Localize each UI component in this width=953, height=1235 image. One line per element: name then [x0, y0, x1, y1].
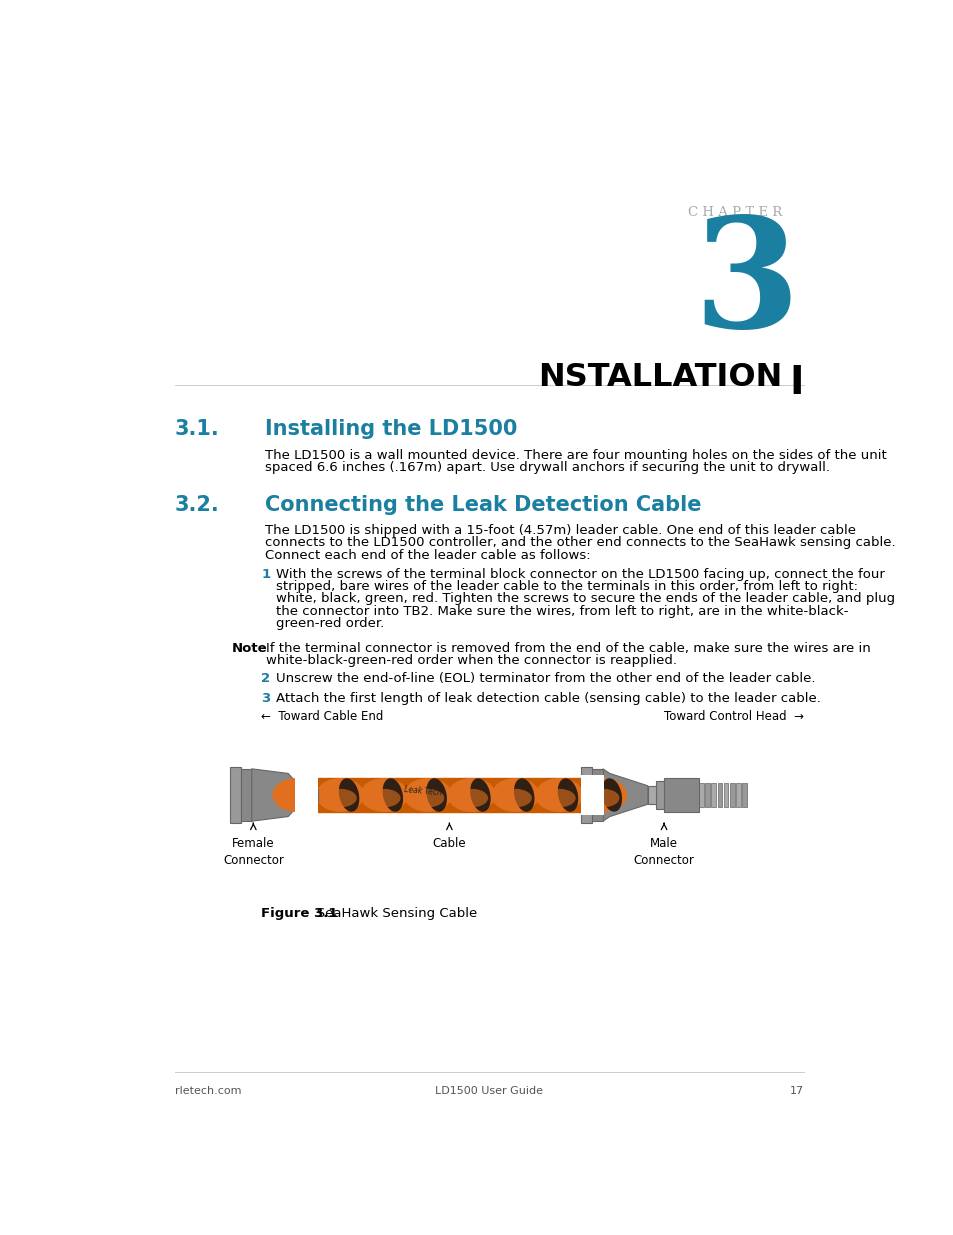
- Text: 3.1.: 3.1.: [174, 419, 219, 440]
- Ellipse shape: [426, 778, 446, 811]
- Text: If the terminal connector is removed from the end of the cable, make sure the wi: If the terminal connector is removed fro…: [266, 642, 870, 655]
- FancyBboxPatch shape: [729, 783, 734, 808]
- Ellipse shape: [338, 778, 359, 811]
- FancyBboxPatch shape: [294, 782, 304, 809]
- Text: Toward Control Head  →: Toward Control Head →: [663, 710, 803, 724]
- Ellipse shape: [382, 778, 403, 811]
- FancyBboxPatch shape: [580, 767, 592, 823]
- FancyBboxPatch shape: [230, 767, 241, 823]
- Ellipse shape: [498, 789, 532, 808]
- Text: LD1500 User Guide: LD1500 User Guide: [435, 1086, 542, 1095]
- Text: Connect each end of the leader cable as follows:: Connect each end of the leader cable as …: [265, 548, 590, 562]
- Ellipse shape: [601, 778, 621, 811]
- FancyBboxPatch shape: [663, 778, 699, 811]
- Text: Cable: Cable: [432, 837, 466, 851]
- FancyBboxPatch shape: [241, 769, 252, 821]
- Ellipse shape: [491, 778, 539, 811]
- Text: I: I: [789, 364, 803, 401]
- Text: Figure 3.1: Figure 3.1: [261, 906, 337, 920]
- Ellipse shape: [411, 789, 444, 808]
- Ellipse shape: [535, 778, 582, 811]
- Text: Attach the first length of leak detection cable (sensing cable) to the leader ca: Attach the first length of leak detectio…: [275, 692, 820, 705]
- FancyBboxPatch shape: [723, 783, 728, 808]
- Ellipse shape: [447, 778, 496, 811]
- Text: Note: Note: [232, 642, 267, 655]
- Text: white-black-green-red order when the connector is reapplied.: white-black-green-red order when the con…: [266, 655, 677, 667]
- Text: 2: 2: [261, 672, 270, 684]
- FancyBboxPatch shape: [647, 785, 655, 804]
- Text: 3.2.: 3.2.: [174, 495, 219, 515]
- FancyBboxPatch shape: [304, 785, 312, 804]
- FancyBboxPatch shape: [294, 776, 318, 815]
- Text: ←  Toward Cable End: ← Toward Cable End: [261, 710, 383, 724]
- Text: With the screws of the terminal block connector on the LD1500 facing up, connect: With the screws of the terminal block co…: [275, 568, 883, 580]
- Ellipse shape: [514, 778, 534, 811]
- Text: Connecting the Leak Detection Cable: Connecting the Leak Detection Cable: [265, 495, 700, 515]
- Text: Female
Connector: Female Connector: [223, 837, 283, 867]
- Text: rletech.com: rletech.com: [174, 1086, 241, 1095]
- Ellipse shape: [294, 778, 315, 811]
- Text: connects to the LD1500 controller, and the other end connects to the SeaHawk sen: connects to the LD1500 controller, and t…: [265, 536, 895, 550]
- Text: green-red order.: green-red order.: [275, 618, 384, 630]
- Text: The LD1500 is shipped with a 15-foot (4.57m) leader cable. One end of this leade: The LD1500 is shipped with a 15-foot (4.…: [265, 524, 855, 537]
- Text: white, black, green, red. Tighten the screws to secure the ends of the leader ca: white, black, green, red. Tighten the sc…: [275, 593, 894, 605]
- Ellipse shape: [578, 778, 626, 811]
- Polygon shape: [602, 769, 647, 821]
- Text: spaced 6.6 inches (.167m) apart. Use drywall anchors if securing the unit to dry: spaced 6.6 inches (.167m) apart. Use dry…: [265, 461, 829, 474]
- Text: 1: 1: [261, 568, 270, 580]
- Text: C H A P T E R: C H A P T E R: [687, 206, 781, 219]
- Text: 17: 17: [789, 1086, 803, 1095]
- FancyBboxPatch shape: [741, 783, 746, 808]
- Ellipse shape: [558, 778, 578, 811]
- FancyBboxPatch shape: [655, 782, 663, 809]
- FancyBboxPatch shape: [592, 769, 602, 821]
- Text: The LD1500 is a wall mounted device. There are four mounting holes on the sides : The LD1500 is a wall mounted device. The…: [265, 448, 885, 462]
- Ellipse shape: [403, 778, 452, 811]
- Text: 3: 3: [261, 692, 270, 705]
- Text: Unscrew the end-of-line (EOL) terminator from the other end of the leader cable.: Unscrew the end-of-line (EOL) terminator…: [275, 672, 815, 684]
- Ellipse shape: [586, 789, 618, 808]
- FancyBboxPatch shape: [711, 783, 716, 808]
- Ellipse shape: [470, 778, 490, 811]
- Text: NSTALLATION: NSTALLATION: [537, 362, 781, 393]
- Text: the connector into TB2. Make sure the wires, from left to right, are in the whit: the connector into TB2. Make sure the wi…: [275, 605, 847, 618]
- Text: Male
Connector: Male Connector: [633, 837, 694, 867]
- FancyBboxPatch shape: [699, 783, 703, 808]
- Ellipse shape: [455, 789, 488, 808]
- Ellipse shape: [273, 778, 320, 811]
- Text: Installing the LD1500: Installing the LD1500: [265, 419, 517, 440]
- FancyBboxPatch shape: [736, 783, 740, 808]
- Ellipse shape: [359, 778, 408, 811]
- Ellipse shape: [324, 789, 356, 808]
- FancyBboxPatch shape: [312, 789, 318, 802]
- Text: stripped, bare wires of the leader cable to the terminals in this order, from le: stripped, bare wires of the leader cable…: [275, 580, 857, 593]
- FancyBboxPatch shape: [580, 776, 604, 815]
- Ellipse shape: [542, 789, 575, 808]
- Ellipse shape: [315, 778, 364, 811]
- Polygon shape: [252, 769, 294, 821]
- Text: SeaHawk Sensing Cable: SeaHawk Sensing Cable: [303, 906, 476, 920]
- Text: Leak Tech: Leak Tech: [404, 785, 442, 798]
- FancyBboxPatch shape: [717, 783, 721, 808]
- FancyBboxPatch shape: [704, 783, 709, 808]
- Text: 3: 3: [693, 211, 799, 361]
- Ellipse shape: [367, 789, 400, 808]
